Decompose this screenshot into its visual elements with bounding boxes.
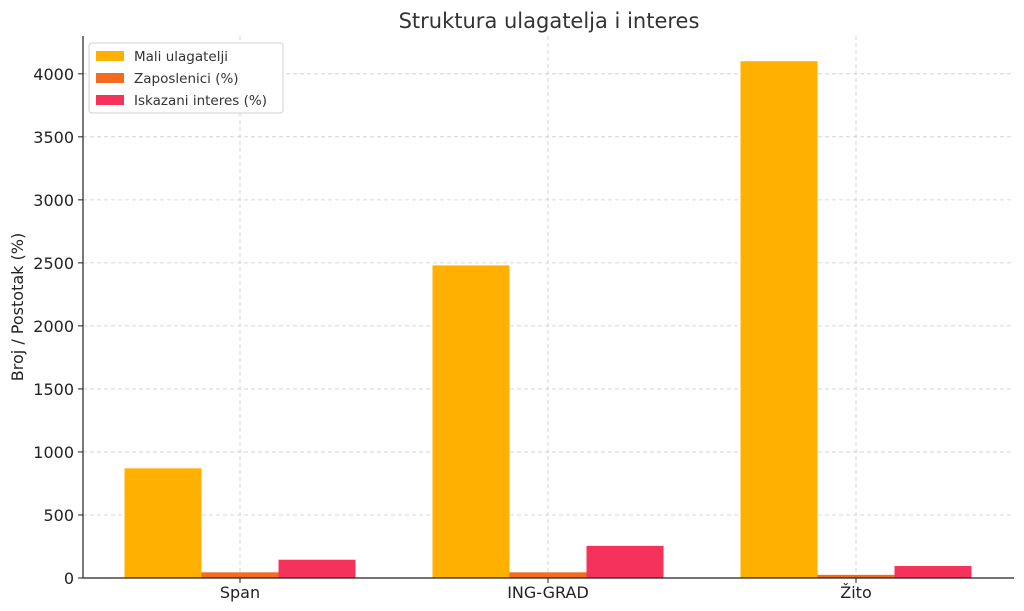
y-tick-label: 3500 <box>33 128 74 147</box>
y-tick-label: 3000 <box>33 191 74 210</box>
legend-swatch <box>96 95 124 105</box>
bar-span-series-0 <box>124 468 202 578</box>
y-tick-label: 500 <box>43 506 74 525</box>
bar-span-series-1 <box>201 572 279 578</box>
bar-ing-grad-series-0 <box>432 265 510 578</box>
bar--ito-series-0 <box>740 61 818 579</box>
bar--ito-series-2 <box>894 566 972 578</box>
x-tick-label: ING-GRAD <box>507 583 589 602</box>
y-tick-label: 0 <box>64 569 74 588</box>
y-tick-label: 2500 <box>33 254 74 273</box>
bar-span-series-2 <box>278 559 356 578</box>
legend-swatch <box>96 51 124 61</box>
bar-ing-grad-series-1 <box>509 572 587 578</box>
y-tick-label: 2000 <box>33 317 74 336</box>
y-tick-label: 1000 <box>33 443 74 462</box>
bar--ito-series-1 <box>817 574 895 578</box>
x-tick-label: Span <box>220 583 260 602</box>
y-axis-label: Broj / Postotak (%) <box>8 233 27 381</box>
ticks: 0 500 1000 1500 2000 2500 3000 3500 4000 Span ING-… <box>33 65 871 602</box>
bar-ing-grad-series-2 <box>586 545 664 578</box>
legend-label: Mali ulagatelji <box>134 49 228 65</box>
legend-label: Iskazani interes (%) <box>134 93 267 109</box>
legend-swatch <box>96 73 124 83</box>
axes <box>82 36 1014 579</box>
legend: Mali ulagatelji Zaposlenici (%) Iskazani i… <box>88 42 284 114</box>
chart-title: Struktura ulagatelja i interes <box>399 9 700 33</box>
y-tick-label: 4000 <box>33 65 74 84</box>
legend-label: Zaposlenici (%) <box>134 71 239 87</box>
bars <box>124 61 972 579</box>
legend-box <box>88 42 284 114</box>
gridlines <box>83 36 1014 578</box>
x-tick-label: Žito <box>840 583 871 602</box>
y-tick-label: 1500 <box>33 380 74 399</box>
